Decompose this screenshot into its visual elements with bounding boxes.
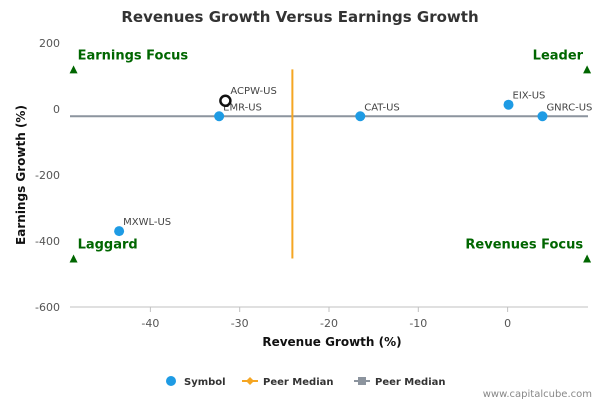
quadrant-marker-top-right: [583, 65, 592, 74]
legend-item-label: Symbol: [184, 377, 226, 388]
data-point: [214, 111, 225, 122]
quadrant-marker-bottom-left: [69, 254, 78, 263]
focus-point: [219, 94, 232, 107]
watermark: www.capitalcube.com: [483, 389, 592, 400]
data-point-label: EMR-US: [223, 102, 262, 113]
data-point: [355, 111, 366, 122]
data-point: [114, 226, 125, 237]
data-point: [503, 99, 514, 110]
quadrant-label-top-right: Leader: [533, 48, 584, 63]
x-axis-title: Revenue Growth (%): [262, 335, 401, 349]
quadrant-marker-top-left: [69, 65, 78, 74]
x-tick-label: -40: [141, 317, 159, 330]
legend-diamond-marker: [246, 377, 254, 385]
legend-item-label: Peer Median: [263, 377, 334, 388]
data-point-label: EIX-US: [513, 91, 546, 102]
legend-item-label: Peer Median: [375, 377, 446, 388]
quadrant-label-bottom-right: Revenues Focus: [465, 237, 583, 252]
y-tick-label: 0: [53, 103, 60, 116]
plot-area: 200 0 -200 -400 -600 -40 -30 -20 -10 0 Earnings Fo…: [35, 37, 592, 330]
x-tick-label: 0: [504, 317, 511, 330]
y-tick-label: -200: [35, 169, 60, 182]
quadrant-label-bottom-left: Laggard: [78, 237, 138, 252]
legend-symbol-marker: [166, 376, 176, 386]
y-tick-label: -600: [35, 301, 60, 314]
focus-point-label: ACPW-US: [230, 86, 276, 97]
quadrant-label-top-left: Earnings Focus: [78, 48, 189, 63]
y-tick-label: 200: [39, 37, 60, 50]
legend: Symbol Peer Median Peer Median: [166, 376, 446, 388]
data-point: [537, 111, 548, 122]
data-point-label: MXWL-US: [123, 217, 171, 228]
x-tick-label: -30: [231, 317, 249, 330]
chart-title: Revenues Growth Versus Earnings Growth: [121, 8, 478, 26]
data-point-label: CAT-US: [364, 102, 400, 113]
data-point-label: GNRC-US: [546, 102, 592, 113]
x-tick-label: -10: [409, 317, 427, 330]
quadrant-marker-bottom-right: [583, 254, 592, 263]
x-tick-label: -20: [320, 317, 338, 330]
y-tick-label: -400: [35, 235, 60, 248]
legend-square-marker: [358, 377, 366, 385]
y-axis-title: Earnings Growth (%): [14, 105, 28, 245]
